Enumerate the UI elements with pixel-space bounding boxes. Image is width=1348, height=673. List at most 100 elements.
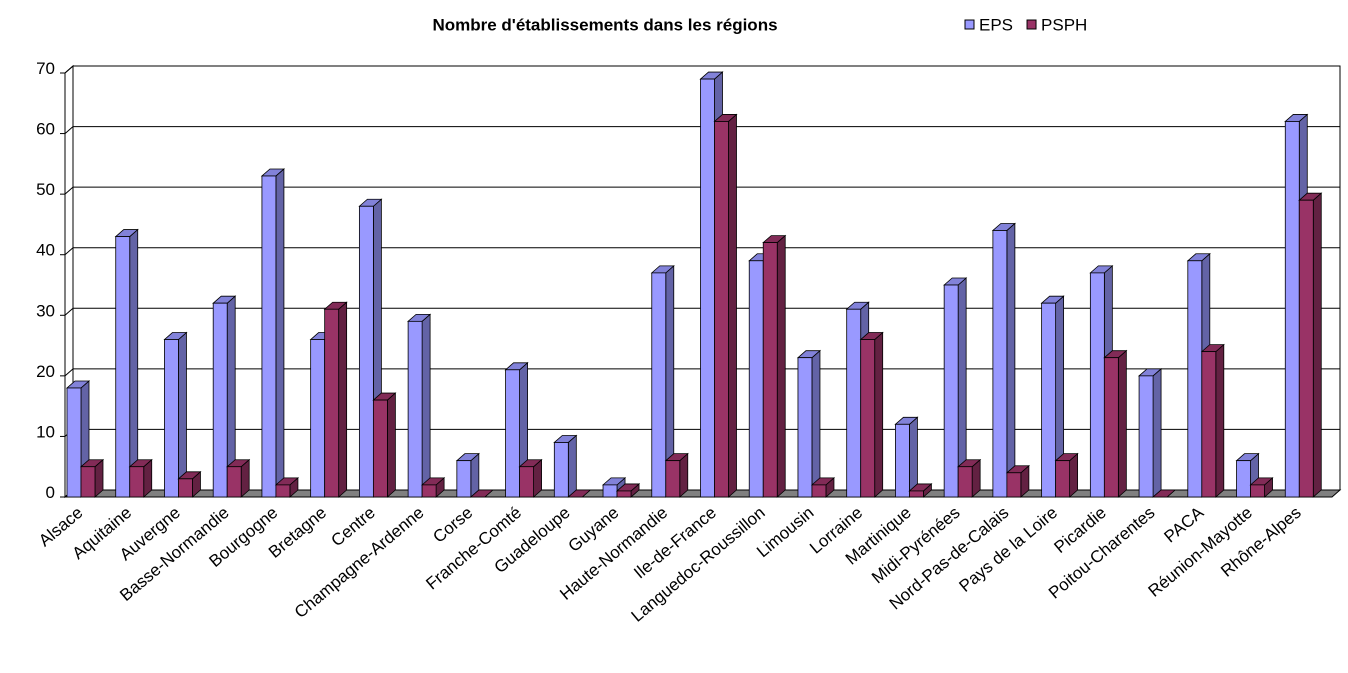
- bar-front: [115, 236, 131, 498]
- bar-side: [679, 452, 689, 498]
- bar: [762, 234, 787, 498]
- bar: [1103, 349, 1128, 498]
- bar-front: [226, 466, 242, 498]
- bar-top: [469, 489, 494, 498]
- bar: [128, 458, 153, 498]
- legend-swatch: [964, 19, 975, 30]
- bar: [372, 392, 397, 498]
- bar: [1152, 489, 1177, 498]
- bar-side: [1152, 367, 1162, 498]
- bar: [664, 452, 689, 498]
- bar-front: [1298, 199, 1314, 498]
- bar-front: [665, 460, 681, 498]
- bar-front: [1236, 460, 1251, 498]
- grid-line-side: [64, 368, 74, 377]
- bar: [567, 489, 592, 498]
- bar-front: [1138, 375, 1154, 498]
- bar-side: [129, 228, 139, 498]
- bar: [1054, 452, 1079, 498]
- bar-front: [66, 387, 82, 498]
- y-tick-label: 20: [36, 362, 55, 381]
- y-tick-label: 70: [36, 59, 55, 78]
- bar-front: [700, 78, 715, 498]
- bar-front: [909, 490, 924, 498]
- bar-front: [129, 466, 145, 498]
- bar-front: [358, 205, 374, 498]
- bar: [212, 295, 237, 498]
- bar-front: [797, 357, 813, 498]
- bar-front: [1006, 472, 1022, 498]
- bar-front: [456, 460, 472, 498]
- bar-side: [470, 452, 480, 498]
- bar: [1249, 477, 1274, 498]
- bar-front: [505, 369, 520, 498]
- bar: [518, 458, 543, 498]
- bar-side: [1069, 452, 1079, 498]
- bar: [713, 113, 738, 498]
- bar: [1005, 464, 1030, 498]
- bar-front: [957, 466, 973, 498]
- bar-front: [992, 230, 1008, 498]
- grid-line-side: [64, 65, 74, 74]
- bar-front: [261, 175, 277, 498]
- bar: [1298, 192, 1323, 498]
- bar-front: [811, 484, 827, 498]
- bar-front: [602, 484, 618, 498]
- bar-front: [1055, 460, 1071, 498]
- bar-side: [275, 168, 285, 498]
- bar: [177, 470, 202, 498]
- bar: [226, 458, 251, 498]
- bar-side: [178, 331, 187, 498]
- bar: [615, 483, 641, 498]
- bar-front: [943, 284, 959, 498]
- bar-top: [567, 489, 592, 498]
- bar: [796, 349, 822, 498]
- bar-front: [846, 308, 862, 498]
- bar: [407, 313, 432, 498]
- chart-title: Nombre d'établissements dans les régions: [432, 15, 777, 34]
- bar-front: [714, 121, 729, 498]
- bar-front: [860, 339, 876, 498]
- bar: [323, 301, 348, 498]
- bar-side: [728, 113, 737, 498]
- bar-side: [567, 434, 577, 498]
- bar-front: [1201, 351, 1217, 498]
- bar: [1200, 343, 1225, 498]
- bar-side: [338, 301, 348, 498]
- grid-line-side: [64, 186, 74, 195]
- bar-front: [553, 442, 569, 498]
- y-tick-label: 0: [46, 483, 55, 502]
- legend-label: PSPH: [1041, 15, 1087, 34]
- bar-side: [421, 313, 431, 498]
- bar-side: [874, 331, 884, 498]
- bar-front: [178, 478, 193, 498]
- legend-swatch: [1026, 19, 1037, 30]
- legend-label: EPS: [979, 15, 1013, 34]
- bar-front: [310, 339, 326, 498]
- bar-front: [80, 466, 96, 498]
- bar-side: [1117, 349, 1127, 498]
- bar-side: [1215, 343, 1225, 498]
- bar: [421, 477, 446, 498]
- bar: [455, 452, 480, 498]
- bar-front: [1284, 121, 1300, 498]
- bar-front: [212, 302, 228, 498]
- bar-front: [748, 260, 764, 498]
- bar: [859, 331, 884, 498]
- bar-top: [1152, 489, 1177, 498]
- bar-front: [895, 423, 910, 498]
- bar-front: [164, 339, 179, 498]
- bar: [79, 458, 105, 498]
- bar-side: [1006, 222, 1016, 498]
- bar-front: [1041, 302, 1057, 498]
- bar: [810, 477, 836, 498]
- bar: [991, 222, 1016, 498]
- grid-line-side: [64, 307, 74, 316]
- bar-front: [762, 242, 778, 498]
- grid-line-side: [64, 247, 74, 256]
- y-tick-label: 30: [36, 301, 55, 320]
- bar-front: [651, 272, 667, 498]
- bar: [274, 477, 299, 498]
- bar: [65, 380, 91, 498]
